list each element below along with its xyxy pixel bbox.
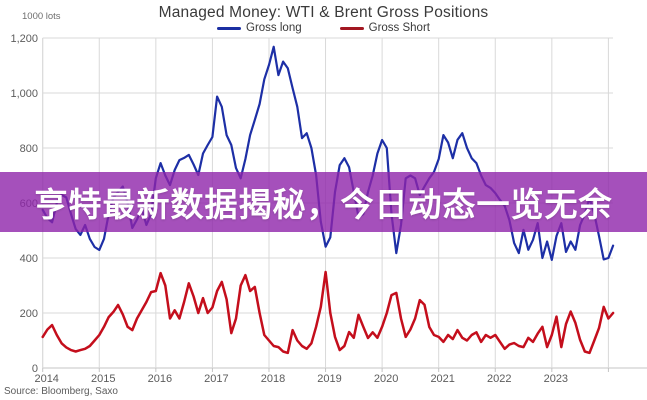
axis-tick-label: 2016 <box>148 373 172 385</box>
overlay-banner: 亨特最新数据揭秘，今日动态一览无余 <box>0 172 647 232</box>
axis-tick-label: 2017 <box>204 373 228 385</box>
axis-tick-label: 800 <box>20 143 38 155</box>
axis-tick-label: 2022 <box>487 373 511 385</box>
source-attribution: Source: Bloomberg, Saxo <box>4 386 118 397</box>
legend-item-gross-short: Gross Short <box>339 22 430 34</box>
axis-tick-label: 2023 <box>544 373 568 385</box>
legend-label-gross-short: Gross Short <box>368 22 430 34</box>
axis-tick-label: 2015 <box>91 373 115 385</box>
axis-tick-label: 400 <box>20 253 38 265</box>
axis-tick-label: 1,000 <box>10 88 38 100</box>
axis-tick-label: 2021 <box>430 373 454 385</box>
legend-item-gross-long: Gross long <box>217 22 302 34</box>
axis-tick-label: 2019 <box>317 373 341 385</box>
banner-headline: 亨特最新数据揭秘，今日动态一览无余 <box>34 186 613 223</box>
axis-tick-label: 1,200 <box>10 33 38 45</box>
axis-tick-label: 2020 <box>374 373 398 385</box>
axis-tick-label: 2018 <box>261 373 285 385</box>
gross-short-swatch-icon <box>339 26 364 30</box>
axis-tick-label: 200 <box>20 308 38 320</box>
axis-tick-label: 2014 <box>34 373 58 385</box>
gross-long-swatch-icon <box>217 26 242 30</box>
chart-legend: Gross long Gross Short <box>0 22 647 34</box>
legend-label-gross-long: Gross long <box>246 22 302 34</box>
chart-title: Managed Money: WTI & Brent Gross Positio… <box>158 4 489 21</box>
y-axis-unit-label: 1000 lots <box>22 11 61 22</box>
axis-tick-label: 0 <box>32 363 38 375</box>
gross-short-line <box>41 270 615 355</box>
